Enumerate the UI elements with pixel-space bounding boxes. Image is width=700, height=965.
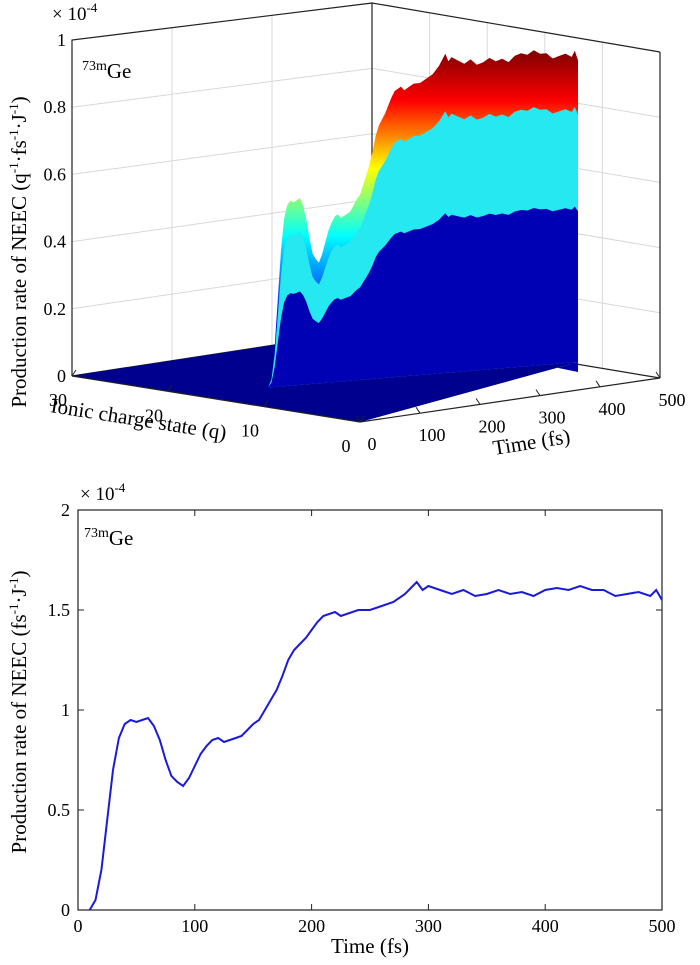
x-tick-label: 500 <box>649 916 676 936</box>
x-axis-label-bottom: Time (fs) <box>331 934 409 958</box>
line-chart: 0 100 200 300 400 500 0 0.5 1 1.5 2 × 10-4 73mGe P… <box>6 480 676 958</box>
y-tick-label: 1 <box>61 700 70 720</box>
x-tick-label: 100 <box>181 916 208 936</box>
z-multiplier: × 10-4 <box>52 0 98 25</box>
isotope-annotation-bottom: 73mGe <box>84 526 133 550</box>
time-tick-label: 400 <box>599 399 626 419</box>
charge-axis-label: Ionic charge state (q) <box>49 393 228 444</box>
surface-low-layer <box>268 206 578 388</box>
time-tick <box>655 371 661 379</box>
time-tick <box>355 415 361 423</box>
charge-ticks: 0 10 20 30 <box>49 369 365 456</box>
time-tick <box>475 398 481 405</box>
z-tick-label: 1 <box>57 30 66 50</box>
neec-rate-line <box>88 580 663 911</box>
z-tick-label: 0.6 <box>44 164 67 184</box>
charge-tick <box>71 369 77 377</box>
isotope-annotation: 73mGe <box>82 59 131 83</box>
x-tick-label: 0 <box>74 916 83 936</box>
charge-tick <box>167 385 173 392</box>
line-axis-ticks: 0 100 200 300 400 500 0 0.5 1 1.5 2 <box>48 500 676 936</box>
line-series <box>88 580 663 911</box>
z-tick-label: 0.8 <box>44 97 67 117</box>
y-tick-label: 1.5 <box>48 600 71 620</box>
x-tick-label: 200 <box>298 916 325 936</box>
time-tick-label: 100 <box>419 425 446 445</box>
y-multiplier: × 10-4 <box>80 480 126 505</box>
x-tick-label: 300 <box>415 916 442 936</box>
y-tick-label: 0.5 <box>48 800 71 820</box>
charge-tick-label: 0 <box>342 436 351 456</box>
z-axis-label: Production rate of NEEC (q-1·fs-1·J-1) <box>6 96 31 407</box>
y-tick-label: 2 <box>61 500 70 520</box>
z-ticks: 0 0.2 0.4 0.6 0.8 1 <box>44 30 67 386</box>
floor-edges <box>71 375 661 423</box>
charge-tick-label: 20 <box>145 405 163 425</box>
charge-tick <box>359 415 365 423</box>
z-tick-label: 0.2 <box>44 299 67 319</box>
time-tick <box>415 406 421 414</box>
y-tick-label: 0 <box>61 900 70 920</box>
charge-tick-label: 10 <box>241 421 259 441</box>
time-tick-label: 200 <box>479 416 506 436</box>
time-ticks: 0 100 200 300 400 500 <box>355 371 686 454</box>
time-tick <box>535 389 541 396</box>
time-tick-label: 500 <box>659 390 686 410</box>
time-tick <box>595 380 601 388</box>
time-tick-label: 300 <box>539 408 566 428</box>
y-axis-label-bottom: Production rate of NEEC (fs-1·J-1) <box>6 571 31 854</box>
charge-tick-label: 30 <box>49 390 67 410</box>
surface-plot <box>72 50 578 422</box>
time-tick-label: 0 <box>368 434 377 454</box>
x-tick-label: 400 <box>532 916 559 936</box>
plot-area <box>77 509 663 911</box>
charge-tick <box>263 400 269 407</box>
z-tick-label: 0 <box>57 366 66 386</box>
z-tick-label: 0.4 <box>44 232 67 252</box>
